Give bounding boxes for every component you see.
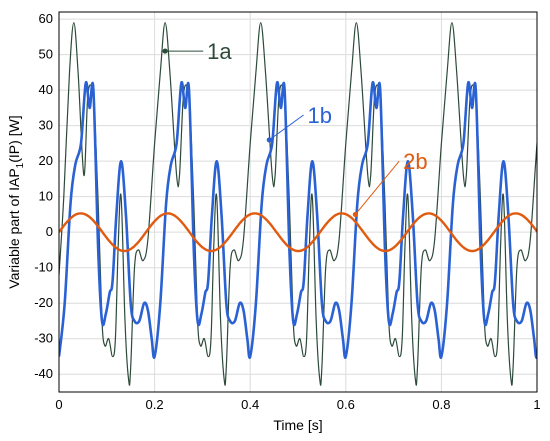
annotation-marker-2b (352, 211, 358, 218)
y-tick-label: -10 (34, 260, 53, 275)
y-tick-label: 0 (46, 224, 53, 239)
annotation-label-1a: 1a (207, 39, 232, 64)
y-axis-label-main: Variable part of IAP (6, 168, 22, 288)
tick-labels: 0 0.2 0.4 0.6 0.8 1 -40 -30 -20 -10 0 10 20 30 40 50 60 (34, 11, 540, 412)
x-tick-label: 0.6 (337, 397, 355, 412)
y-tick-label: 20 (39, 153, 53, 168)
annotation-label-2b: 2b (403, 149, 427, 174)
annotation-marker-1a (162, 48, 168, 54)
x-tick-label: 1 (533, 397, 540, 412)
annotation-leader-1b (269, 114, 304, 141)
series-lines (59, 22, 537, 386)
y-axis-label: Variable part of IAP1(IP) [W] (6, 115, 26, 288)
series-line-1a (59, 22, 537, 386)
annotation-label-1b: 1b (308, 103, 332, 128)
x-tick-label: 0.2 (146, 397, 164, 412)
y-tick-label: -20 (34, 295, 53, 310)
y-tick-label: 40 (39, 82, 53, 97)
plot-frame (58, 11, 538, 393)
series-line-2b (59, 212, 537, 253)
x-axis-label: Time [s] (273, 417, 322, 433)
y-tick-label: 30 (39, 118, 53, 133)
annotation-leader-2b (354, 160, 400, 215)
series-line-1b (59, 81, 537, 360)
y-axis-label-rest: (IP) [W] (6, 115, 22, 162)
y-tick-label: 10 (39, 189, 53, 204)
y-tick-label: 60 (39, 11, 53, 26)
x-tick-label: 0.4 (241, 397, 259, 412)
annotations: 1a 1b 2b (162, 39, 428, 218)
y-tick-label: 50 (39, 47, 53, 62)
y-tick-label: -30 (34, 331, 53, 346)
x-tick-label: 0.8 (432, 397, 450, 412)
annotation-marker-1b (266, 137, 272, 143)
y-tick-label: -40 (34, 366, 53, 381)
y-axis-label-subscript: 1 (15, 162, 26, 168)
plot-area (59, 12, 537, 392)
x-tick-label: 0 (55, 397, 62, 412)
